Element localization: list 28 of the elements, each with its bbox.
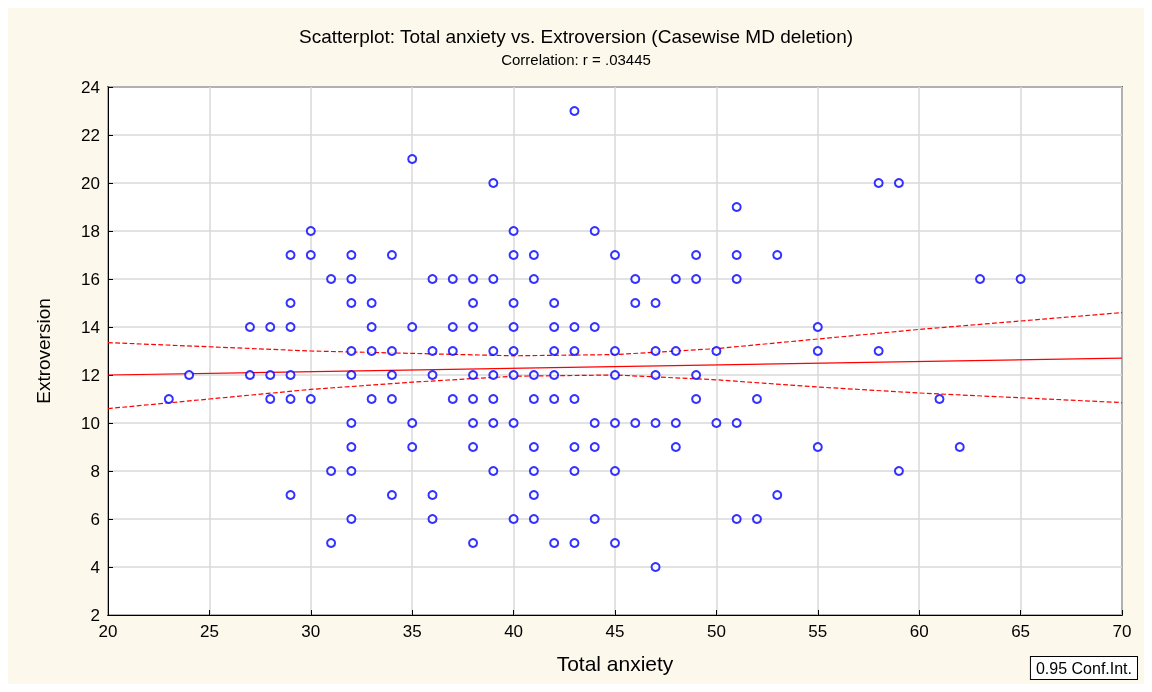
chart-subtitle: Correlation: r = .03445: [501, 51, 651, 68]
x-tick-label: 45: [605, 622, 625, 641]
text: 0.95 Conf.Int.: [1035, 659, 1132, 677]
y-tick-label: 6: [90, 509, 100, 529]
y-tick-label: 20: [81, 173, 100, 193]
y-axis-title: Extroversion: [33, 298, 54, 404]
x-tick-label: 50: [706, 622, 726, 641]
y-tick-label: 12: [81, 365, 100, 385]
x-tick-label: 35: [402, 622, 422, 641]
line-series: [107, 312, 1123, 357]
x-tick-label: 40: [504, 622, 524, 641]
y-tick-label: 18: [81, 221, 100, 241]
y-tick-label: 24: [81, 77, 100, 97]
x-axis-title: Total anxiety: [556, 652, 674, 675]
y-tick-label: 10: [81, 413, 100, 433]
x-tick-label: 70: [1112, 622, 1132, 641]
x-tick-label: 60: [909, 622, 929, 641]
y-tick-label: 2: [90, 605, 100, 625]
y-tick-label: 16: [81, 269, 100, 289]
y-tick-label: 4: [90, 557, 100, 577]
y-tick-label: 14: [81, 317, 100, 337]
x-tick-label: 65: [1011, 622, 1031, 641]
y-tick-label: 8: [90, 461, 100, 481]
x-tick-label: 25: [199, 622, 219, 641]
y-tick-label: 22: [81, 125, 100, 145]
chart-title: Scatterplot: Total anxiety vs. Extroversion (Casewise MD deletion): [298, 26, 854, 47]
x-tick-label: 30: [301, 622, 321, 641]
x-tick-label: 55: [808, 622, 828, 641]
